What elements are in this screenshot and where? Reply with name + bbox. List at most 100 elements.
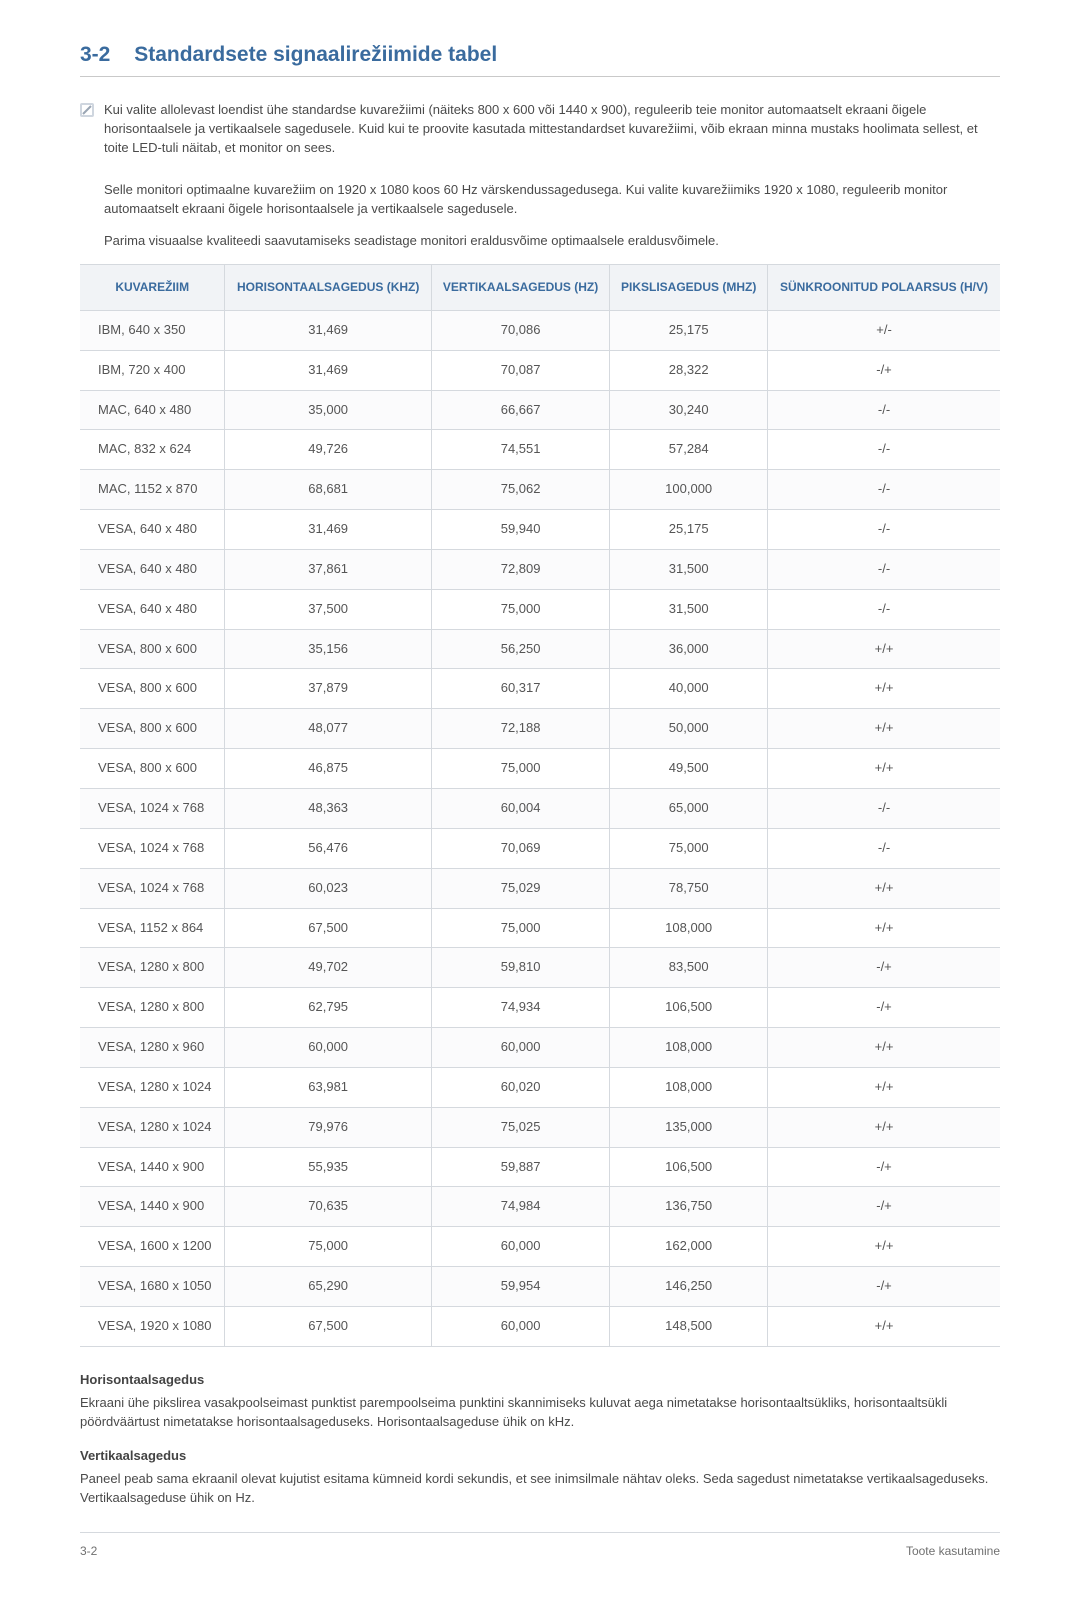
note-block: Kui valite allolevast loendist ühe stand… <box>80 101 1000 168</box>
table-cell: +/+ <box>768 868 1000 908</box>
table-cell: 66,667 <box>431 390 609 430</box>
table-row: VESA, 1440 x 90055,93559,887106,500-/+ <box>80 1147 1000 1187</box>
table-cell: 50,000 <box>610 709 768 749</box>
table-cell: 75,062 <box>431 470 609 510</box>
table-cell: VESA, 1024 x 768 <box>80 868 225 908</box>
table-cell: -/- <box>768 549 1000 589</box>
note-paragraph-2: Selle monitori optimaalne kuvarežiim on … <box>104 181 1000 219</box>
table-cell: +/+ <box>768 908 1000 948</box>
table-cell: +/- <box>768 310 1000 350</box>
table-cell: 148,500 <box>610 1306 768 1346</box>
table-cell: VESA, 1600 x 1200 <box>80 1227 225 1267</box>
note-paragraph-1: Kui valite allolevast loendist ühe stand… <box>104 101 1000 158</box>
section-heading: 3-2 Standardsete signaalirežiimide tabel <box>80 40 1000 77</box>
table-cell: VESA, 800 x 600 <box>80 629 225 669</box>
table-cell: -/+ <box>768 1267 1000 1307</box>
table-cell: VESA, 1680 x 1050 <box>80 1267 225 1307</box>
table-cell: 67,500 <box>225 908 431 948</box>
table-cell: 25,175 <box>610 310 768 350</box>
table-cell: -/+ <box>768 988 1000 1028</box>
table-cell: VESA, 1152 x 864 <box>80 908 225 948</box>
table-cell: 108,000 <box>610 908 768 948</box>
table-cell: 135,000 <box>610 1107 768 1147</box>
table-cell: 60,000 <box>431 1028 609 1068</box>
section-number: 3-2 <box>80 43 110 66</box>
table-cell: 146,250 <box>610 1267 768 1307</box>
table-cell: 83,500 <box>610 948 768 988</box>
table-cell: 57,284 <box>610 430 768 470</box>
info-icon <box>80 103 94 117</box>
table-cell: 60,020 <box>431 1067 609 1107</box>
table-cell: 30,240 <box>610 390 768 430</box>
table-cell: -/- <box>768 430 1000 470</box>
table-cell: 106,500 <box>610 1147 768 1187</box>
table-cell: -/- <box>768 510 1000 550</box>
table-row: VESA, 1920 x 108067,50060,000148,500+/+ <box>80 1306 1000 1346</box>
table-cell: VESA, 1440 x 900 <box>80 1147 225 1187</box>
signal-modes-table: KUVAREŽIIM HORISONTAALSAGEDUS (KHZ) VERT… <box>80 264 1000 1347</box>
table-cell: 59,954 <box>431 1267 609 1307</box>
page-footer: 3-2 Toote kasutamine <box>80 1543 1000 1560</box>
table-cell: -/+ <box>768 948 1000 988</box>
table-cell: VESA, 1280 x 960 <box>80 1028 225 1068</box>
table-cell: 37,879 <box>225 669 431 709</box>
hfreq-title: Horisontaalsagedus <box>80 1371 1000 1390</box>
table-cell: 48,363 <box>225 789 431 829</box>
col-vfreq: VERTIKAALSAGEDUS (HZ) <box>431 264 609 310</box>
table-cell: 75,000 <box>610 828 768 868</box>
table-cell: VESA, 1440 x 900 <box>80 1187 225 1227</box>
table-cell: +/+ <box>768 1028 1000 1068</box>
table-row: VESA, 800 x 60046,87575,00049,500+/+ <box>80 749 1000 789</box>
table-row: VESA, 1024 x 76860,02375,02978,750+/+ <box>80 868 1000 908</box>
table-cell: 70,086 <box>431 310 609 350</box>
table-cell: VESA, 1280 x 800 <box>80 948 225 988</box>
table-cell: 46,875 <box>225 749 431 789</box>
table-cell: 40,000 <box>610 669 768 709</box>
table-cell: 60,023 <box>225 868 431 908</box>
table-row: VESA, 1440 x 90070,63574,984136,750-/+ <box>80 1187 1000 1227</box>
table-cell: 35,000 <box>225 390 431 430</box>
table-row: VESA, 1280 x 96060,00060,000108,000+/+ <box>80 1028 1000 1068</box>
table-cell: 60,004 <box>431 789 609 829</box>
table-row: VESA, 1280 x 80062,79574,934106,500-/+ <box>80 988 1000 1028</box>
table-cell: VESA, 800 x 600 <box>80 709 225 749</box>
table-cell: 75,000 <box>225 1227 431 1267</box>
table-cell: VESA, 640 x 480 <box>80 589 225 629</box>
table-cell: 75,000 <box>431 589 609 629</box>
table-cell: MAC, 640 x 480 <box>80 390 225 430</box>
table-cell: +/+ <box>768 669 1000 709</box>
table-row: VESA, 800 x 60035,15656,25036,000+/+ <box>80 629 1000 669</box>
table-cell: 72,188 <box>431 709 609 749</box>
table-cell: 56,476 <box>225 828 431 868</box>
table-cell: +/+ <box>768 629 1000 669</box>
table-cell: 63,981 <box>225 1067 431 1107</box>
footer-rule <box>80 1532 1000 1533</box>
table-cell: -/+ <box>768 1187 1000 1227</box>
table-cell: VESA, 1024 x 768 <box>80 789 225 829</box>
table-cell: 59,887 <box>431 1147 609 1187</box>
table-cell: -/- <box>768 589 1000 629</box>
table-cell: 28,322 <box>610 350 768 390</box>
table-cell: 65,000 <box>610 789 768 829</box>
table-row: VESA, 1280 x 102479,97675,025135,000+/+ <box>80 1107 1000 1147</box>
table-cell: VESA, 640 x 480 <box>80 549 225 589</box>
table-cell: VESA, 800 x 600 <box>80 669 225 709</box>
table-cell: 108,000 <box>610 1028 768 1068</box>
table-cell: 59,810 <box>431 948 609 988</box>
table-cell: 79,976 <box>225 1107 431 1147</box>
table-cell: 31,469 <box>225 350 431 390</box>
table-cell: 56,250 <box>431 629 609 669</box>
table-cell: +/+ <box>768 1067 1000 1107</box>
table-cell: 60,000 <box>431 1306 609 1346</box>
table-cell: VESA, 1920 x 1080 <box>80 1306 225 1346</box>
table-cell: 31,500 <box>610 549 768 589</box>
table-cell: 49,500 <box>610 749 768 789</box>
section-title: Standardsete signaalirežiimide tabel <box>134 43 497 66</box>
note-paragraph-3: Parima visuaalse kvaliteedi saavutamisek… <box>104 232 1000 251</box>
table-cell: VESA, 800 x 600 <box>80 749 225 789</box>
col-mode: KUVAREŽIIM <box>80 264 225 310</box>
table-cell: VESA, 1280 x 1024 <box>80 1067 225 1107</box>
table-row: VESA, 800 x 60037,87960,31740,000+/+ <box>80 669 1000 709</box>
table-cell: 48,077 <box>225 709 431 749</box>
table-cell: 65,290 <box>225 1267 431 1307</box>
